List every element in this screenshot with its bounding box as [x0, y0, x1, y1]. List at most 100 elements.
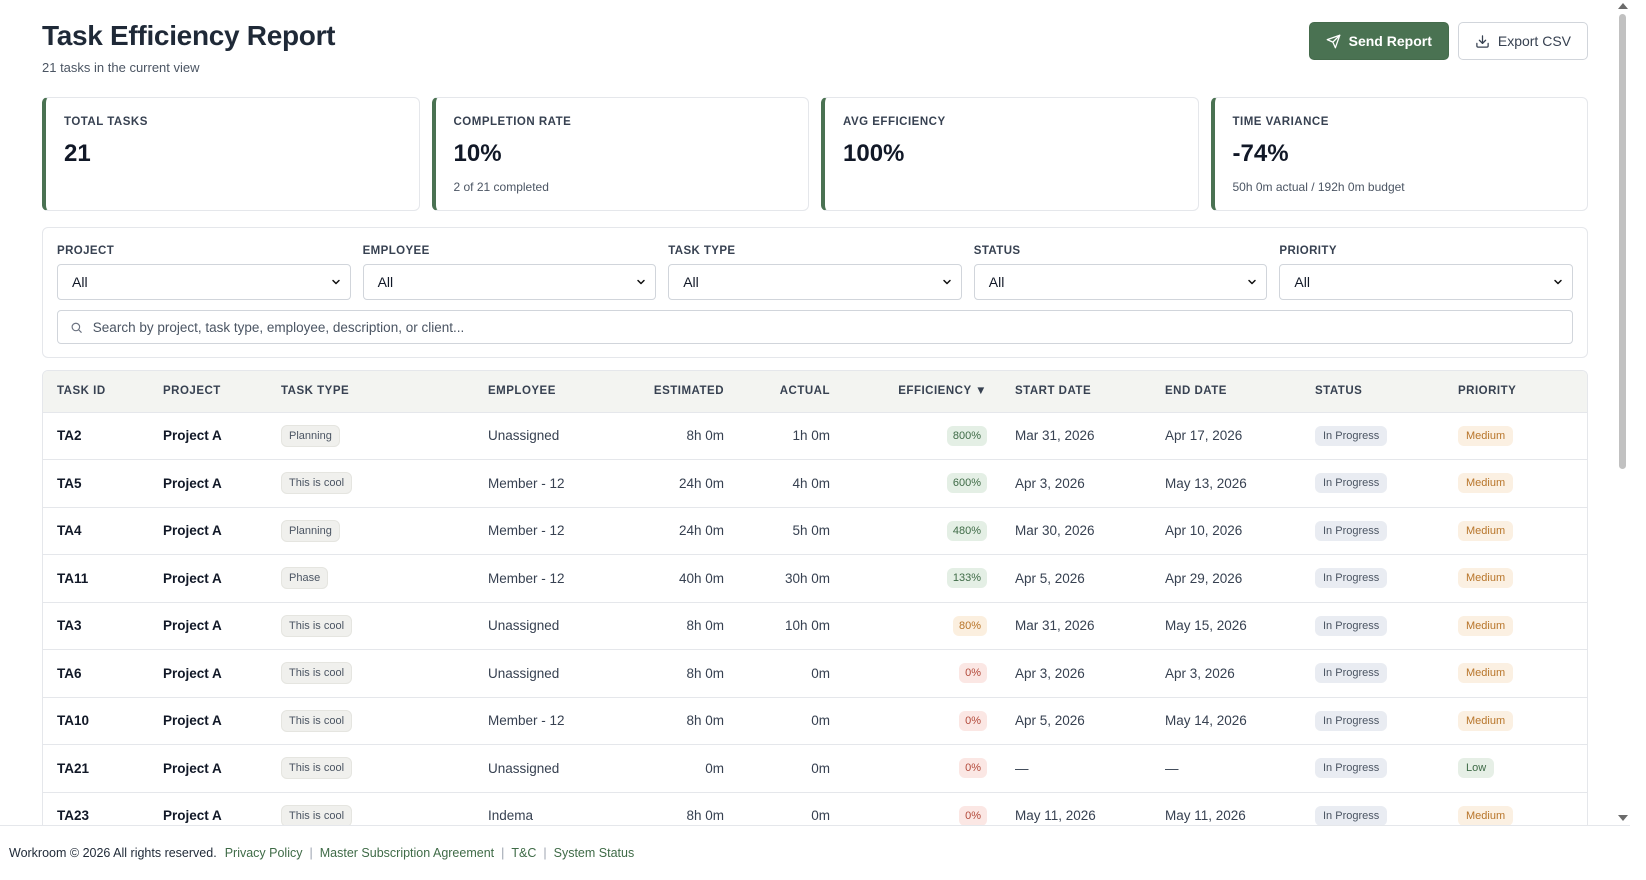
- efficiency-badge: 80%: [952, 615, 987, 636]
- search-input[interactable]: [92, 319, 1560, 335]
- end-date-cell: Apr 29, 2026: [1151, 554, 1301, 603]
- filter-task-type: TASK TYPE All: [668, 242, 962, 300]
- start-date-cell: Apr 5, 2026: [1001, 554, 1151, 603]
- efficiency-badge: 600%: [946, 473, 987, 494]
- end-date-cell: May 15, 2026: [1151, 602, 1301, 650]
- col-start-date[interactable]: START DATE: [1001, 371, 1151, 413]
- chevron-down-icon: [1248, 279, 1257, 285]
- table-row[interactable]: TA23 Project A This is cool Indema 8h 0m 0m 0%…: [43, 792, 1587, 825]
- page-title: Task Efficiency Report: [42, 20, 336, 51]
- page-header: Task Efficiency Report 21 tasks in the c…: [42, 20, 1588, 80]
- filter-priority: PRIORITY All: [1279, 242, 1573, 300]
- footer-link-tc[interactable]: T&C: [511, 846, 537, 860]
- footer-link-system-status[interactable]: System Status: [553, 846, 635, 860]
- tasks-table: TASK ID PROJECT TASK TYPE EMPLOYEE ESTIM…: [42, 370, 1588, 825]
- export-csv-button[interactable]: Export CSV: [1457, 22, 1588, 60]
- stat-label: AVG EFFICIENCY: [843, 116, 946, 128]
- status-badge: In Progress: [1315, 473, 1388, 494]
- col-priority[interactable]: PRIORITY: [1444, 371, 1587, 413]
- col-task-id[interactable]: TASK ID: [43, 371, 149, 413]
- actual-cell: 10h 0m: [738, 602, 844, 650]
- task-id-cell[interactable]: TA5: [43, 459, 149, 508]
- table-row[interactable]: TA3 Project A This is cool Unassigned 8h 0m 1…: [43, 602, 1587, 650]
- start-date-cell: Mar 31, 2026: [1001, 412, 1151, 460]
- priority-badge: Medium: [1458, 425, 1514, 446]
- employee-cell: Member - 12: [474, 507, 621, 555]
- table-row[interactable]: TA11 Project A Phase Member - 12 40h 0m 30h 0…: [43, 554, 1587, 603]
- table-row[interactable]: TA4 Project A Planning Member - 12 24h 0m 5h …: [43, 507, 1587, 555]
- select-value: All: [683, 274, 699, 290]
- efficiency-badge: 133%: [946, 568, 987, 589]
- priority-select[interactable]: All: [1279, 264, 1573, 300]
- vertical-scrollbar[interactable]: [1614, 0, 1630, 825]
- col-actual[interactable]: ACTUAL: [738, 371, 844, 413]
- table-row[interactable]: TA5 Project A This is cool Member - 12 24h 0…: [43, 459, 1587, 508]
- employee-cell: Unassigned: [474, 649, 621, 698]
- chevron-down-icon: [637, 279, 645, 285]
- priority-badge: Low: [1458, 758, 1495, 779]
- priority-badge: Medium: [1458, 568, 1514, 589]
- efficiency-cell: 600%: [844, 459, 1001, 508]
- col-project[interactable]: PROJECT: [149, 371, 267, 413]
- task-id-cell[interactable]: TA6: [43, 649, 149, 698]
- task-id-cell[interactable]: TA10: [43, 697, 149, 745]
- scrollbar-thumb[interactable]: [1619, 14, 1626, 469]
- stat-sub: 50h 0m actual / 192h 0m budget: [1232, 180, 1405, 194]
- task-id-cell[interactable]: TA11: [43, 554, 149, 603]
- employee-select[interactable]: All: [362, 264, 657, 300]
- col-estimated[interactable]: ESTIMATED: [621, 371, 738, 413]
- status-badge: In Progress: [1315, 805, 1388, 825]
- priority-badge: Medium: [1458, 615, 1514, 636]
- task-type-select[interactable]: All: [668, 264, 962, 300]
- employee-cell: Member - 12: [474, 697, 621, 745]
- employee-cell: Unassigned: [474, 602, 621, 650]
- start-date-cell: Apr 3, 2026: [1001, 649, 1151, 698]
- col-end-date[interactable]: END DATE: [1151, 371, 1301, 413]
- efficiency-cell: 0%: [844, 744, 1001, 793]
- priority-cell: Low: [1444, 744, 1587, 793]
- task-id-cell[interactable]: TA21: [43, 744, 149, 793]
- stat-card-avg-efficiency: AVG EFFICIENCY 100%: [821, 97, 1199, 211]
- task-type-cell: This is cool: [267, 649, 474, 698]
- status-badge: In Progress: [1315, 615, 1388, 636]
- table-row[interactable]: TA2 Project A Planning Unassigned 8h 0m 1h 0m…: [43, 412, 1587, 460]
- task-id-cell[interactable]: TA2: [43, 412, 149, 460]
- task-id-cell[interactable]: TA3: [43, 602, 149, 650]
- col-status[interactable]: STATUS: [1301, 371, 1444, 413]
- task-type-cell: Planning: [267, 507, 474, 555]
- download-icon: [1476, 34, 1489, 48]
- stat-label: TOTAL TASKS: [64, 116, 148, 128]
- status-cell: In Progress: [1301, 412, 1444, 460]
- report-page: Task Efficiency Report 21 tasks in the c…: [42, 0, 1630, 825]
- send-report-button[interactable]: Send Report: [1308, 22, 1449, 60]
- scroll-up-arrow-icon[interactable]: [1618, 3, 1628, 9]
- table-row[interactable]: TA10 Project A This is cool Member - 12 8h 0…: [43, 697, 1587, 745]
- stat-card-completion-rate: COMPLETION RATE 10% 2 of 21 completed: [431, 97, 809, 211]
- col-task-type[interactable]: TASK TYPE: [267, 371, 474, 413]
- project-cell: Project A: [149, 507, 267, 555]
- col-efficiency-sorted[interactable]: EFFICIENCY ▼: [844, 371, 1001, 413]
- status-badge: In Progress: [1315, 425, 1388, 446]
- status-select[interactable]: All: [973, 264, 1268, 300]
- project-select[interactable]: All: [57, 264, 351, 300]
- header-actions: Send Report Export CSV: [1308, 22, 1588, 60]
- footer-link-msa[interactable]: Master Subscription Agreement: [319, 846, 495, 860]
- footer-separator: |: [309, 846, 313, 860]
- efficiency-cell: 80%: [844, 602, 1001, 650]
- filter-label: TASK TYPE: [668, 245, 736, 257]
- actual-cell: 1h 0m: [738, 412, 844, 460]
- estimated-cell: 8h 0m: [621, 649, 738, 698]
- status-cell: In Progress: [1301, 602, 1444, 650]
- task-id-cell[interactable]: TA23: [43, 792, 149, 825]
- status-cell: In Progress: [1301, 792, 1444, 825]
- table-row[interactable]: TA21 Project A This is cool Unassigned 0m 0m 0…: [43, 744, 1587, 793]
- send-report-label: Send Report: [1348, 33, 1432, 49]
- col-employee[interactable]: EMPLOYEE: [474, 371, 621, 413]
- task-id-cell[interactable]: TA4: [43, 507, 149, 555]
- filter-label: EMPLOYEE: [362, 245, 430, 257]
- filter-row: PROJECT All EMPLOYEE All TASK TYPE All: [57, 242, 1573, 300]
- scroll-down-arrow-icon[interactable]: [1618, 815, 1628, 821]
- footer-link-privacy[interactable]: Privacy Policy: [224, 846, 303, 860]
- chevron-down-icon: [1554, 279, 1562, 285]
- table-row[interactable]: TA6 Project A This is cool Unassigned 8h 0m 0…: [43, 649, 1587, 698]
